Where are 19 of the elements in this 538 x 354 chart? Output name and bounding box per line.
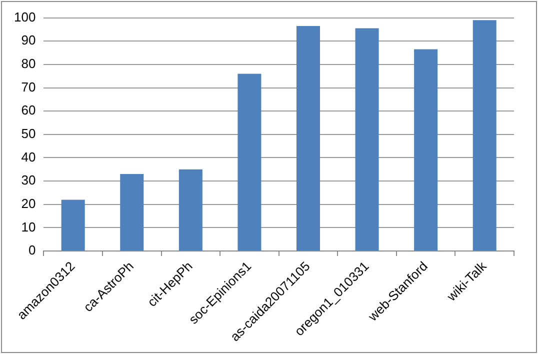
y-tick-label: 100 [14, 9, 36, 24]
y-tick-label: 10 [21, 219, 36, 234]
y-tick-label: 70 [21, 79, 36, 94]
y-tick-label: 90 [21, 32, 36, 48]
y-tick-label: 50 [21, 126, 36, 141]
y-tick-label: 60 [21, 102, 36, 118]
bar [120, 174, 144, 251]
y-tick-label: 40 [21, 149, 36, 164]
bar [61, 200, 85, 251]
y-tick-label: 80 [21, 56, 36, 72]
bar [296, 26, 320, 251]
bar [178, 169, 202, 251]
bar [355, 28, 379, 251]
y-tick-label: 20 [21, 196, 36, 211]
bar [414, 49, 438, 251]
bar [472, 20, 496, 251]
y-tick-label: 0 [28, 242, 36, 258]
bar [238, 74, 262, 251]
y-tick-label: 30 [21, 172, 36, 188]
